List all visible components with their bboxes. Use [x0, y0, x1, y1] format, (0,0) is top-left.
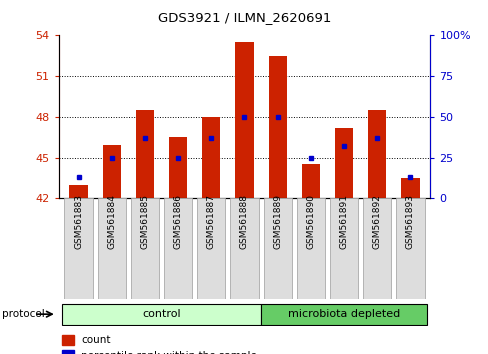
- FancyBboxPatch shape: [131, 198, 159, 299]
- Text: GSM561890: GSM561890: [306, 194, 315, 249]
- Bar: [102, 145, 121, 198]
- FancyBboxPatch shape: [296, 198, 325, 299]
- Text: GSM561891: GSM561891: [339, 194, 348, 249]
- Text: GSM561893: GSM561893: [405, 194, 414, 249]
- Text: GSM561887: GSM561887: [206, 194, 215, 249]
- Bar: [367, 110, 386, 198]
- Text: count: count: [81, 335, 110, 345]
- Bar: [268, 56, 286, 198]
- Text: protocol: protocol: [2, 309, 45, 319]
- FancyBboxPatch shape: [395, 198, 424, 299]
- FancyBboxPatch shape: [197, 198, 225, 299]
- Bar: [69, 185, 87, 198]
- FancyBboxPatch shape: [363, 198, 390, 299]
- FancyBboxPatch shape: [163, 198, 192, 299]
- Bar: [334, 128, 352, 198]
- Bar: [62, 335, 73, 345]
- Text: percentile rank within the sample: percentile rank within the sample: [81, 351, 256, 354]
- Bar: [136, 110, 154, 198]
- FancyBboxPatch shape: [98, 198, 125, 299]
- Text: GDS3921 / ILMN_2620691: GDS3921 / ILMN_2620691: [158, 11, 330, 24]
- Text: control: control: [142, 309, 181, 319]
- FancyBboxPatch shape: [261, 304, 426, 325]
- FancyBboxPatch shape: [263, 198, 291, 299]
- Text: GSM561889: GSM561889: [273, 194, 282, 249]
- FancyBboxPatch shape: [62, 304, 261, 325]
- FancyBboxPatch shape: [230, 198, 258, 299]
- Bar: [62, 350, 73, 354]
- Text: GSM561888: GSM561888: [240, 194, 248, 249]
- Text: microbiota depleted: microbiota depleted: [287, 309, 399, 319]
- Bar: [202, 117, 220, 198]
- Bar: [169, 137, 187, 198]
- Bar: [301, 164, 319, 198]
- Text: GSM561884: GSM561884: [107, 194, 116, 249]
- Text: GSM561885: GSM561885: [140, 194, 149, 249]
- Bar: [401, 178, 419, 198]
- FancyBboxPatch shape: [329, 198, 357, 299]
- Text: GSM561886: GSM561886: [173, 194, 182, 249]
- Text: GSM561883: GSM561883: [74, 194, 83, 249]
- Text: GSM561892: GSM561892: [372, 194, 381, 249]
- FancyBboxPatch shape: [64, 198, 93, 299]
- Bar: [235, 42, 253, 198]
